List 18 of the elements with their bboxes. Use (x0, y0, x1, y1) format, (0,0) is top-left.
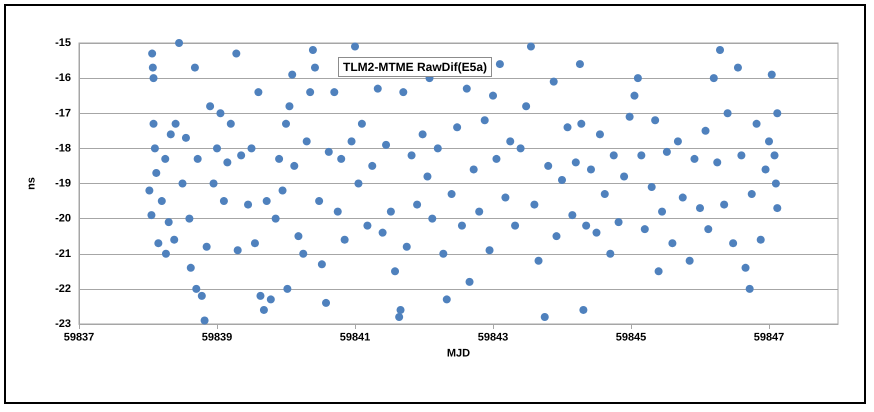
y-tick-label: -17 (55, 107, 71, 120)
x-tick-label: 59841 (340, 332, 370, 344)
y-tick-label: -21 (55, 248, 71, 260)
y-tick-label: -19 (55, 178, 71, 190)
y-tick-label: -20 (55, 212, 71, 225)
x-tick-label: 59843 (478, 332, 508, 344)
y-tick-label: -16 (55, 72, 71, 84)
y-tick-label: -15 (55, 37, 71, 49)
x-tick-label: 59837 (64, 332, 94, 344)
x-axis-title: MJD (446, 347, 470, 360)
text: TLM2-MTME RawDif(E5a) (343, 60, 488, 74)
y-tick-label: -23 (55, 318, 71, 330)
y-tick-label: -22 (55, 282, 71, 295)
x-tick-label: 59845 (616, 332, 646, 344)
y-tick-label: -18 (55, 142, 71, 154)
x-tick-label: 59847 (754, 332, 784, 344)
x-tick-label: 59839 (202, 332, 232, 344)
y-axis-title: ns (26, 177, 38, 190)
